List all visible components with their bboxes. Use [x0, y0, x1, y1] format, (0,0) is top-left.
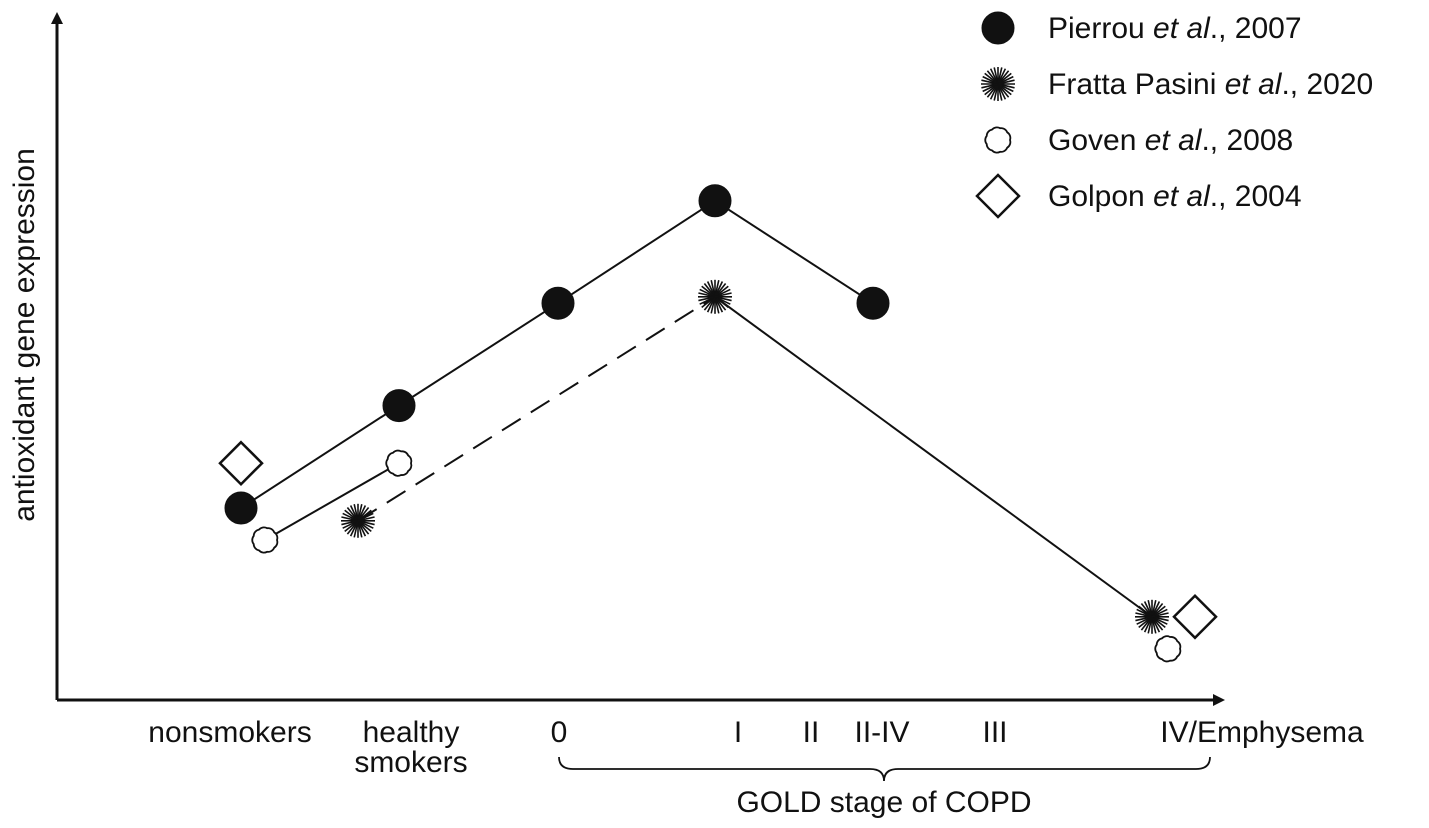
series-line-segment: [714, 295, 1153, 618]
series-lines: [240, 199, 874, 509]
y-axis-title: antioxidant gene expression: [8, 148, 41, 522]
data-point-circle: [856, 286, 890, 320]
data-point-star: [698, 279, 732, 314]
data-point-cloud: [1154, 635, 1182, 663]
x-tick-label: healthy: [363, 716, 460, 749]
data-point-circle: [224, 491, 258, 525]
series-diamond: [218, 440, 1218, 640]
x-tick-label: II: [803, 716, 820, 749]
x-tick-label: I: [734, 716, 742, 749]
data-point-star: [341, 503, 375, 538]
legend: Pierrou et al., 2007 Fratta Pasini et al.…: [975, 11, 1373, 219]
x-tick-label: nonsmokers: [148, 716, 311, 749]
series-line-segment: [240, 404, 400, 509]
legend-label: Goven et al., 2008: [1048, 124, 1293, 157]
series-star: [341, 279, 1169, 634]
series-line-segment: [714, 199, 874, 305]
data-point-diamond: [218, 440, 264, 486]
series-lines: [264, 462, 400, 541]
legend-marker-star: [981, 67, 1015, 101]
series-line-segment: [264, 462, 400, 541]
data-point-star: [1135, 599, 1169, 634]
series-line-segment: [398, 302, 559, 407]
legend-item: Fratta Pasini et al., 2020: [981, 67, 1373, 101]
data-point-cloud: [385, 449, 413, 477]
gold-group-label: GOLD stage of COPD: [736, 786, 1031, 819]
legend-item: Pierrou et al., 2007: [981, 11, 1302, 45]
series-line-segment: [557, 199, 716, 305]
series-layer: [218, 184, 1218, 663]
x-tick-label: 0: [551, 716, 568, 749]
legend-label: Golpon et al., 2004: [1048, 180, 1302, 213]
legend-item: Goven et al., 2008: [984, 124, 1293, 157]
series-cloud: [251, 449, 1182, 663]
series-lines: [357, 295, 1153, 618]
legend-label: Pierrou et al., 2007: [1048, 12, 1302, 45]
legend-marker-diamond: [975, 173, 1021, 219]
data-point-circle: [698, 184, 732, 218]
axes: antioxidant gene expression: [8, 12, 1225, 706]
legend-item: Golpon et al., 2004: [975, 173, 1302, 219]
gold-brace: [558, 756, 1211, 782]
x-tick-label: smokers: [354, 746, 467, 779]
x-tick-label: IV/Emphysema: [1160, 716, 1364, 749]
legend-marker-circle: [981, 11, 1015, 45]
series-line-segment: [357, 295, 716, 522]
y-axis-arrow: [51, 12, 63, 24]
x-tick-label: II-IV: [854, 716, 909, 749]
legend-label: Fratta Pasini et al., 2020: [1048, 68, 1373, 101]
data-point-circle: [541, 286, 575, 320]
data-point-cloud: [251, 526, 279, 554]
data-point-diamond: [1172, 594, 1218, 640]
x-tick-label: III: [982, 716, 1007, 749]
data-point-circle: [382, 389, 416, 423]
x-axis-arrow: [1213, 694, 1225, 706]
series-circle: [224, 184, 890, 525]
legend-marker-cloud: [984, 126, 1012, 154]
